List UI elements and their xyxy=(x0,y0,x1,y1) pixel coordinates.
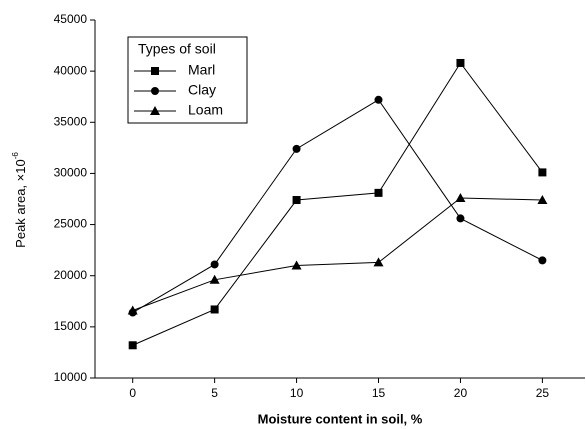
marker xyxy=(292,196,301,205)
legend-label: Marl xyxy=(188,62,215,78)
y-tick-label: 30000 xyxy=(54,166,88,180)
y-tick-label: 15000 xyxy=(54,319,88,333)
legend-box xyxy=(127,36,248,124)
marker xyxy=(455,192,466,202)
y-tick-label: 25000 xyxy=(54,217,88,231)
legend-title: Types of soil xyxy=(138,41,216,57)
y-axis-label: Peak area, ×10-6 xyxy=(11,152,28,248)
y-label-exponent: -6 xyxy=(11,152,20,160)
y-tick-label: 35000 xyxy=(54,114,88,128)
marker xyxy=(127,305,138,315)
marker xyxy=(151,87,159,95)
marker xyxy=(150,106,160,115)
x-tick-label: 10 xyxy=(290,386,304,400)
series-line xyxy=(132,99,543,313)
x-axis-label: Moisture content in soil, % xyxy=(258,411,423,426)
x-tick-label: 15 xyxy=(372,386,386,400)
marker xyxy=(291,260,302,270)
legend-label: Loam xyxy=(188,102,223,118)
legend-label: Clay xyxy=(188,82,216,98)
marker xyxy=(209,274,220,284)
x-tick-label: 5 xyxy=(211,386,218,400)
marker xyxy=(292,144,301,153)
marker xyxy=(537,195,548,205)
x-tick-label: 0 xyxy=(129,386,136,400)
marker xyxy=(456,214,465,223)
marker xyxy=(210,305,219,314)
x-tick-label: 25 xyxy=(536,386,550,400)
series-line xyxy=(132,62,543,346)
series-line xyxy=(132,197,543,311)
marker xyxy=(538,256,547,265)
marker xyxy=(151,67,159,75)
x-tick-label: 20 xyxy=(454,386,468,400)
y-tick-label: 20000 xyxy=(54,268,88,282)
marker xyxy=(128,341,137,350)
y-label-text: Peak area, ×10 xyxy=(13,159,28,248)
y-tick-label: 45000 xyxy=(54,12,88,26)
marker xyxy=(456,58,465,67)
marker xyxy=(374,188,383,197)
marker xyxy=(538,168,547,177)
y-tick-label: 10000 xyxy=(54,370,88,384)
marker xyxy=(373,257,384,267)
marker xyxy=(374,95,383,104)
marker xyxy=(210,260,219,269)
y-tick-label: 40000 xyxy=(54,63,88,77)
